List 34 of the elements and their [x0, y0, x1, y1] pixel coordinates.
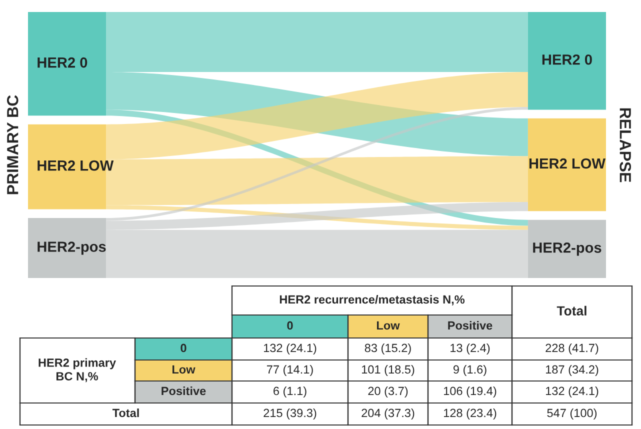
- text: 132 (24.1): [546, 386, 598, 398]
- category-label: 0: [287, 321, 293, 330]
- category-label: HER2 LOW: [529, 158, 606, 169]
- text: HER2 0: [38, 57, 88, 68]
- text: HER2 LOW: [38, 160, 114, 171]
- text: 547 (100): [547, 408, 597, 420]
- category-label: Positive: [448, 320, 492, 330]
- text: HER2-pos: [38, 242, 106, 255]
- text: Total: [556, 306, 586, 316]
- data-label: 6 (1.1): [274, 386, 306, 398]
- text: HER2 recurrence/metastasis N,%: [280, 294, 465, 306]
- data-label: 106 (19.4): [444, 386, 496, 398]
- category-label: 0: [180, 344, 186, 352]
- category-label: Low: [172, 365, 196, 374]
- category-label: Low: [376, 321, 400, 330]
- data-label: 101 (18.5): [362, 364, 414, 376]
- text: 215 (39.3): [264, 408, 316, 420]
- data-label: 9 (1.6): [453, 364, 486, 376]
- data-label: 132 (24.1): [264, 343, 316, 354]
- category-label: HER2-pos: [533, 242, 602, 256]
- category-label: Positive: [162, 386, 206, 396]
- text: 228 (41.7): [546, 343, 598, 354]
- text: 204 (37.3): [362, 408, 414, 420]
- data-label: 77 (14.1): [266, 364, 313, 376]
- text: RELAPSE: [620, 108, 632, 182]
- data-label: 13 (2.4): [450, 343, 490, 354]
- category-label: HER2 0: [542, 54, 592, 65]
- data-label: 83 (15.2): [364, 343, 411, 354]
- text: Total: [112, 408, 139, 418]
- text: 187 (34.2): [546, 364, 598, 376]
- data-label: 20 (3.7): [368, 386, 408, 398]
- text: PRIMARY BC: [6, 95, 18, 194]
- text: 128 (23.4): [444, 408, 496, 420]
- text: HER2 primary BC N,%: [38, 358, 116, 382]
